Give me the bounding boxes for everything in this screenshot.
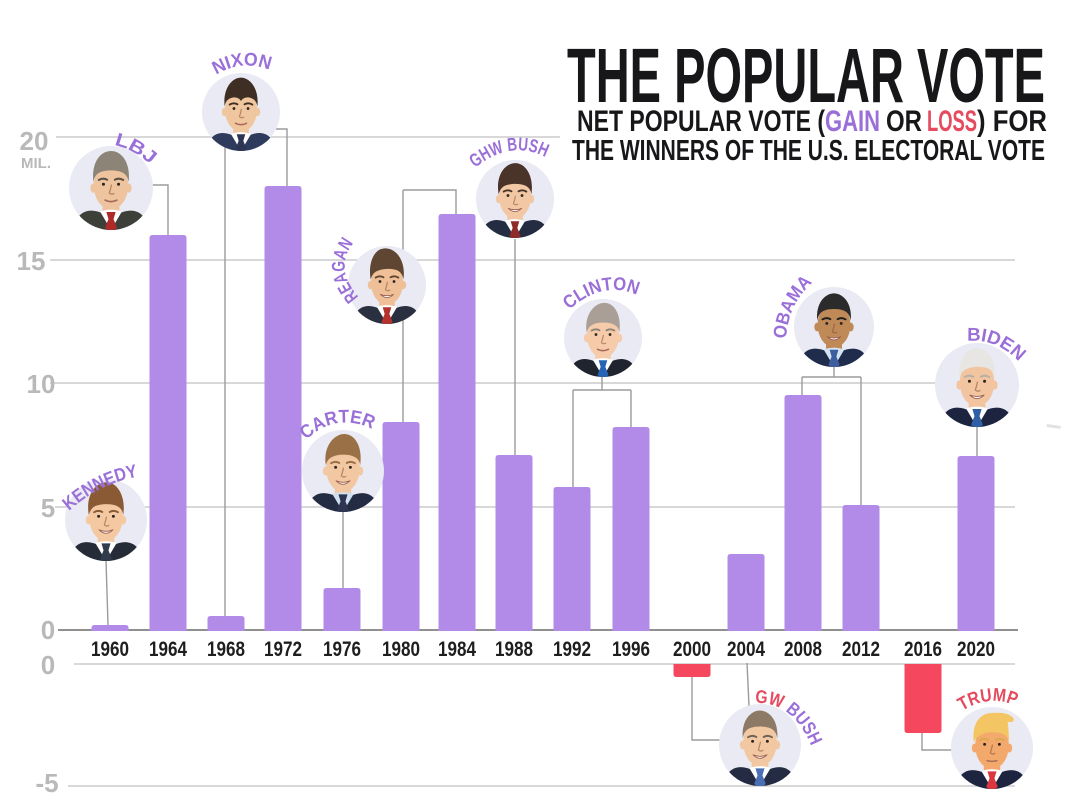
svg-text:1976: 1976: [323, 637, 361, 661]
svg-text:2012: 2012: [842, 637, 880, 661]
svg-text:GAIN: GAIN: [825, 105, 880, 138]
svg-text:20: 20: [20, 126, 49, 156]
svg-text:2020: 2020: [957, 637, 995, 661]
svg-text:15: 15: [17, 246, 46, 276]
svg-text:1988: 1988: [495, 637, 533, 661]
svg-text:1972: 1972: [264, 637, 302, 661]
svg-text:THE POPULAR VOTE: THE POPULAR VOTE: [567, 33, 1045, 119]
svg-text:LOSS: LOSS: [927, 105, 977, 138]
svg-text:0: 0: [41, 615, 55, 645]
svg-text:1996: 1996: [612, 637, 650, 661]
svg-text:1968: 1968: [207, 637, 245, 661]
svg-text:1980: 1980: [382, 637, 420, 661]
svg-text:2004: 2004: [727, 637, 765, 661]
svg-text:2016: 2016: [904, 637, 942, 661]
svg-text:) FOR: ) FOR: [977, 105, 1047, 138]
svg-text:1992: 1992: [553, 637, 591, 661]
svg-text:2000: 2000: [673, 637, 711, 661]
svg-text:NET POPULAR VOTE (: NET POPULAR VOTE (: [577, 105, 825, 138]
svg-text:5: 5: [41, 493, 55, 523]
svg-text:0: 0: [41, 650, 55, 680]
svg-text:1960: 1960: [91, 637, 129, 661]
svg-text:-5: -5: [35, 768, 58, 798]
svg-text:MIL.: MIL.: [21, 155, 51, 172]
svg-text:1984: 1984: [438, 637, 476, 661]
svg-text:OR: OR: [886, 105, 922, 138]
svg-text:2008: 2008: [784, 637, 822, 661]
svg-text:THE WINNERS OF THE U.S. ELECTO: THE WINNERS OF THE U.S. ELECTORAL VOTE: [572, 135, 1045, 167]
svg-text:10: 10: [27, 369, 56, 399]
svg-text:1964: 1964: [149, 637, 187, 661]
